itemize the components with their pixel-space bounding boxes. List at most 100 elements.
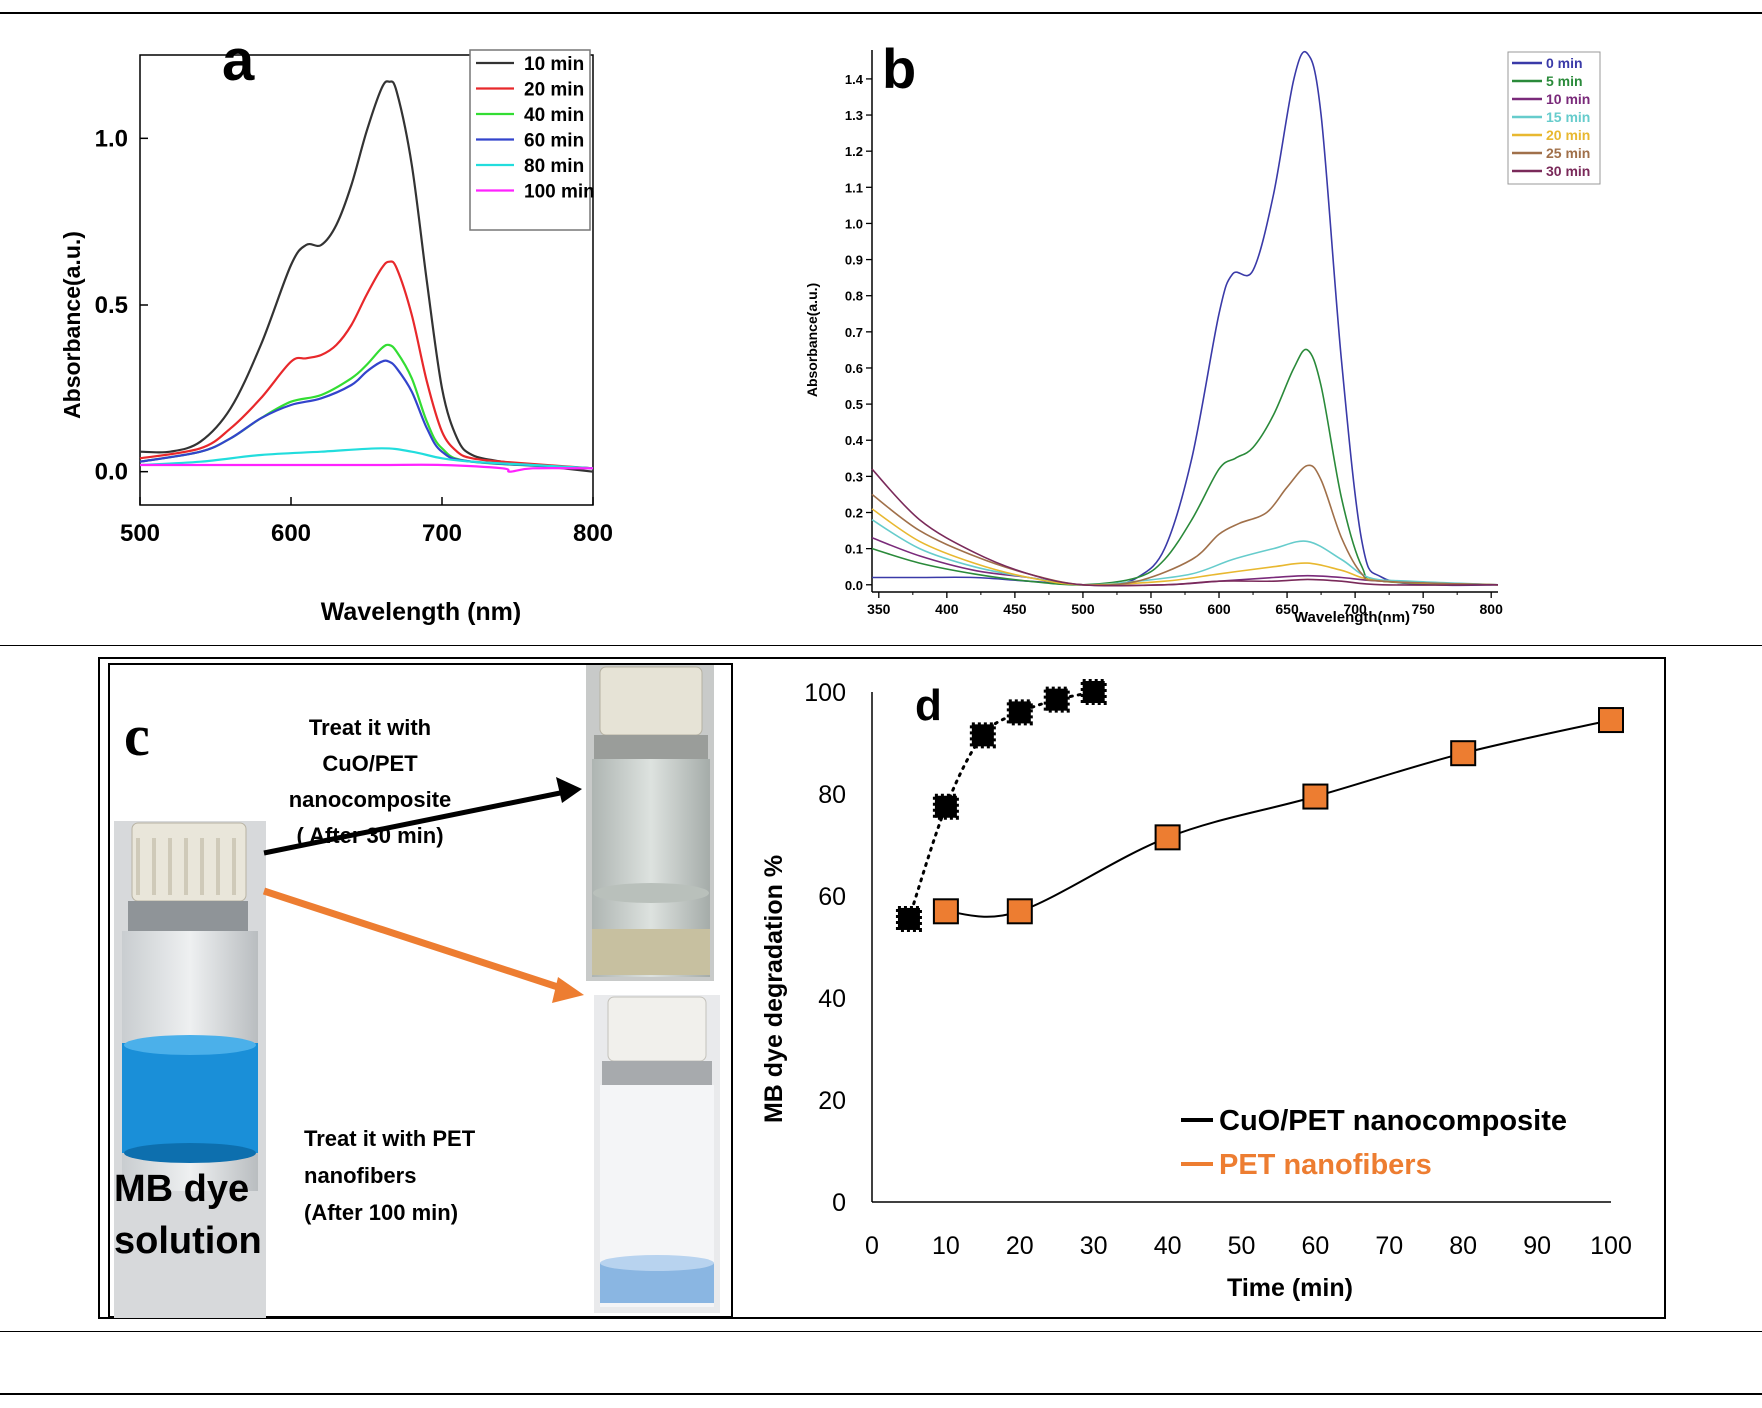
x-tick-label: 500 bbox=[1071, 601, 1095, 617]
legend-label: 20 min bbox=[1546, 127, 1590, 143]
pet-point bbox=[932, 898, 959, 925]
x-tick-label: 30 bbox=[1080, 1232, 1108, 1260]
y-tick-label: 60 bbox=[818, 883, 846, 911]
top-rule bbox=[0, 12, 1762, 14]
bottom-caption-line-1: Treat it with PET bbox=[304, 1126, 476, 1151]
bottom-arrow-caption: Treat it with PET nanofibers (After 100 … bbox=[304, 1126, 476, 1225]
panel-c-d-frame bbox=[98, 657, 1666, 1319]
mb-dye-solution-label: MB dye solution bbox=[114, 1168, 262, 1262]
series-line bbox=[139, 260, 594, 470]
legend-label: 10 min bbox=[1546, 91, 1590, 107]
x-tick-label: 10 bbox=[932, 1232, 960, 1260]
bottom-caption-line-3: (After 100 min) bbox=[304, 1200, 458, 1225]
y-tick-label: 1.0 bbox=[95, 125, 128, 152]
x-tick-label: 700 bbox=[422, 520, 462, 547]
legend-label: 15 min bbox=[1546, 109, 1590, 125]
top-caption-line-3: nanocomposite bbox=[289, 787, 452, 812]
bottom-caption-line-2: nanofibers bbox=[304, 1163, 416, 1188]
legend-label: 5 min bbox=[1546, 73, 1583, 89]
cuo-point bbox=[895, 905, 922, 932]
legend-label: 10 min bbox=[524, 54, 584, 75]
legend-label: 80 min bbox=[524, 156, 584, 177]
series-line bbox=[871, 519, 1499, 586]
x-tick-label: 400 bbox=[935, 601, 959, 617]
chart-b: b 350 400 450 500 550 600 650 700 750 800 0.0 0.1 0.… bbox=[804, 37, 1601, 626]
x-tick-label: 40 bbox=[1154, 1232, 1182, 1260]
chart-b-legend: 0 min 5 min 10 min 15 min 20 min 25 min 30 min bbox=[1507, 51, 1601, 185]
chart-b-xlabel: Wavelength(nm) bbox=[1294, 609, 1410, 626]
series-line bbox=[139, 359, 594, 470]
chart-b-ylabel: Absorbance(a.u.) bbox=[804, 283, 820, 397]
x-tick-label: 750 bbox=[1411, 601, 1435, 617]
pet-treated-vial bbox=[594, 995, 720, 1313]
legend-label: 30 min bbox=[1546, 163, 1590, 179]
y-tick-label: 0.9 bbox=[845, 253, 863, 268]
cuo-treated-vial bbox=[586, 665, 714, 981]
x-tick-label: 650 bbox=[1275, 601, 1299, 617]
legend-label: 20 min bbox=[524, 80, 584, 101]
legend-label: PET nanofibers bbox=[1219, 1149, 1432, 1181]
top-caption-line-2: CuO/PET bbox=[322, 751, 418, 776]
x-tick-label: 550 bbox=[1139, 601, 1163, 617]
series-line bbox=[139, 447, 594, 470]
legend-label: 40 min bbox=[524, 105, 584, 126]
y-tick-label: 0.5 bbox=[845, 397, 863, 412]
x-tick-label: 450 bbox=[1003, 601, 1027, 617]
x-tick-label: 90 bbox=[1523, 1232, 1551, 1260]
panel-a-letter: a bbox=[222, 28, 255, 93]
x-tick-label: 800 bbox=[1480, 601, 1504, 617]
y-tick-label: 20 bbox=[818, 1087, 846, 1115]
chart-a-ylabel: Absorbance(a.u.) bbox=[59, 231, 85, 419]
pet-series-line bbox=[945, 719, 1612, 918]
panel-c-letter: c bbox=[124, 703, 150, 768]
y-tick-label: 0.8 bbox=[845, 289, 863, 304]
y-tick-label: 1.1 bbox=[845, 180, 863, 195]
legend-label: 100 min bbox=[524, 182, 595, 203]
legend-box bbox=[469, 49, 591, 231]
pet-point bbox=[1006, 898, 1033, 925]
y-tick-label: 0.5 bbox=[95, 292, 128, 319]
x-tick-label: 50 bbox=[1228, 1232, 1256, 1260]
y-tick-label: 1.3 bbox=[845, 108, 863, 123]
arrow-to-pet-vial bbox=[262, 887, 584, 1003]
pet-point bbox=[1302, 783, 1329, 810]
x-tick-label: 20 bbox=[1006, 1232, 1034, 1260]
y-tick-label: 0.6 bbox=[845, 361, 863, 376]
series-line bbox=[871, 348, 1499, 586]
chart-d-xlabel: Time (min) bbox=[1227, 1274, 1353, 1302]
y-tick-label: 0.0 bbox=[95, 459, 128, 486]
x-tick-label: 100 bbox=[1590, 1232, 1632, 1260]
series-line bbox=[871, 468, 1499, 587]
chart-a-frame bbox=[139, 54, 594, 506]
x-tick-label: 0 bbox=[865, 1232, 879, 1260]
y-tick-label: 1.2 bbox=[845, 144, 863, 159]
y-tick-label: 40 bbox=[818, 985, 846, 1013]
top-caption-line-1: Treat it with bbox=[309, 715, 431, 740]
cuo-point bbox=[932, 793, 959, 820]
y-tick-label: 0.7 bbox=[845, 325, 863, 340]
legend-label: 0 min bbox=[1546, 55, 1583, 71]
y-tick-label: 1.4 bbox=[845, 72, 864, 87]
top-caption-line-4: ( After 30 min) bbox=[296, 823, 443, 848]
x-tick-label: 80 bbox=[1449, 1232, 1477, 1260]
mb-label-line-1: MB dye bbox=[114, 1168, 249, 1210]
panel-b-letter: b bbox=[882, 37, 916, 100]
pet-point bbox=[1598, 707, 1624, 734]
top-arrow-caption: Treat it with CuO/PET nanocomposite ( Af… bbox=[289, 715, 452, 848]
chart-a-xlabel: Wavelength (nm) bbox=[321, 598, 521, 626]
y-tick-label: 100 bbox=[804, 679, 846, 707]
mb-dye-vial bbox=[114, 821, 266, 1318]
y-tick-label: 0 bbox=[832, 1189, 846, 1217]
arrow-to-cuo-vial bbox=[263, 777, 582, 856]
x-tick-label: 700 bbox=[1343, 601, 1367, 617]
y-tick-label: 0.0 bbox=[845, 578, 863, 593]
y-tick-label: 1.0 bbox=[845, 216, 863, 231]
cuo-point bbox=[1080, 679, 1107, 705]
chart-d-ylabel: MB dye degradation % bbox=[760, 855, 788, 1123]
cuo-point bbox=[969, 722, 996, 749]
series-line bbox=[139, 80, 594, 473]
bottom-rule bbox=[0, 1393, 1762, 1395]
panel-c: c bbox=[114, 665, 720, 1318]
x-tick-label: 500 bbox=[120, 520, 160, 547]
x-tick-label: 600 bbox=[271, 520, 311, 547]
